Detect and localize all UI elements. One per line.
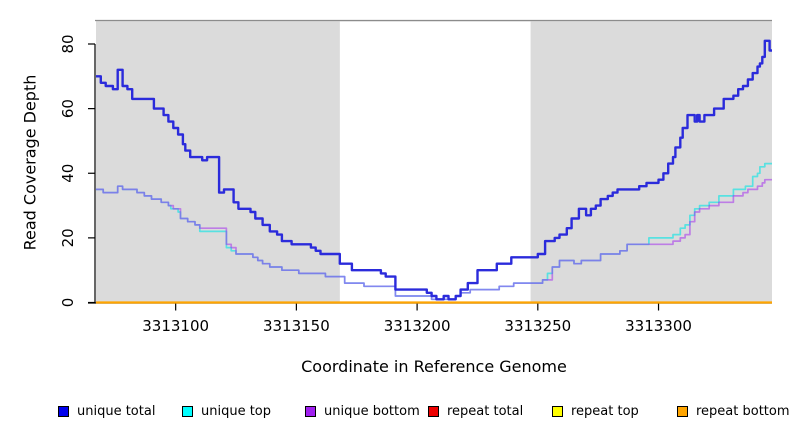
legend-item-unique-top: unique top — [182, 403, 271, 419]
x-tick-label: 3313100 — [142, 317, 209, 335]
legend-label: repeat bottom — [696, 403, 790, 419]
legend-item-repeat-total: repeat total — [428, 403, 523, 419]
series-unique-total — [96, 39, 772, 301]
y-axis-title: Read Coverage Depth — [20, 74, 40, 251]
repeat-bottom-swatch-icon — [677, 405, 688, 417]
legend-label: unique top — [201, 403, 272, 419]
x-tick-label: 3313250 — [504, 317, 571, 335]
repeat-top-swatch-icon — [552, 405, 563, 417]
x-tick-label: 3313150 — [263, 317, 330, 335]
y-tick-label: 80 — [59, 34, 77, 53]
x-axis-title: Coordinate in Reference Genome — [301, 357, 567, 376]
y-tick-label: 0 — [59, 298, 77, 308]
legend-label: repeat total — [447, 403, 524, 419]
legend-item-unique-total: unique total — [58, 403, 155, 419]
y-tick-label: 20 — [59, 228, 77, 247]
legend-label: unique total — [77, 403, 156, 419]
white-band-region — [339, 21, 531, 303]
y-tick-label: 60 — [59, 99, 77, 118]
unique-bottom-swatch-icon — [305, 405, 316, 417]
x-tick-label: 3313200 — [384, 317, 451, 335]
repeat-total-swatch-icon — [428, 405, 439, 417]
x-tick-label: 3313300 — [625, 317, 692, 335]
y-tick-label: 40 — [59, 164, 77, 183]
plot-legend: unique total unique top unique bottom repea… — [0, 403, 792, 423]
legend-item-unique-bottom: unique bottom — [305, 403, 420, 419]
legend-item-repeat-bottom: repeat bottom — [677, 403, 790, 419]
legend-item-repeat-top: repeat top — [552, 403, 639, 419]
unique-top-swatch-icon — [182, 405, 193, 417]
legend-label: unique bottom — [324, 403, 420, 419]
unique-total-swatch-icon — [58, 405, 69, 417]
legend-label: repeat top — [571, 403, 639, 419]
